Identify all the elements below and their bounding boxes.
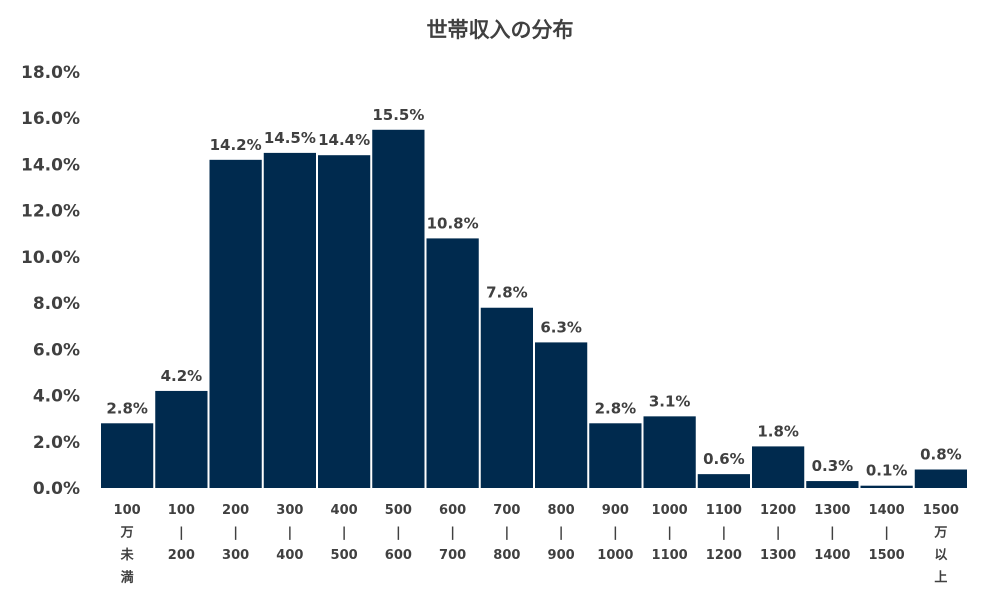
x-tick-label: 900 — [602, 503, 629, 518]
bar — [372, 129, 425, 488]
data-label: 14.4% — [318, 131, 370, 149]
data-label: 15.5% — [372, 106, 424, 124]
bar — [914, 469, 967, 488]
data-label: 3.1% — [649, 392, 691, 410]
x-tick-label: 100 — [114, 503, 141, 518]
x-tick-label: 400 — [331, 503, 358, 518]
bar — [697, 474, 750, 488]
bar — [155, 390, 208, 488]
x-tick-label: 以 — [934, 548, 947, 563]
data-label: 4.2% — [161, 367, 203, 385]
x-tick-label: | — [613, 526, 618, 541]
bar — [480, 307, 533, 488]
data-label: 0.8% — [920, 446, 962, 464]
x-tick-label: 300 — [276, 503, 303, 518]
data-label: 6.3% — [540, 318, 582, 336]
y-tick-label: 14.0% — [21, 155, 80, 175]
x-tick-label: 700 — [439, 548, 466, 563]
data-label: 7.8% — [486, 284, 528, 302]
y-tick-label: 0.0% — [33, 479, 80, 499]
data-label: 2.8% — [106, 399, 148, 417]
x-tick-label: 800 — [493, 548, 520, 563]
x-tick-label: 800 — [548, 503, 575, 518]
bar — [860, 485, 913, 488]
x-tick-label: 1000 — [652, 503, 688, 518]
data-label: 1.8% — [757, 422, 799, 440]
bar — [101, 423, 154, 488]
x-tick-label: 600 — [439, 503, 466, 518]
y-tick-label: 6.0% — [33, 340, 80, 360]
bar — [426, 238, 479, 488]
x-tick-label: 満 — [121, 570, 134, 586]
bar — [589, 423, 642, 488]
y-tick-label: 12.0% — [21, 202, 80, 222]
x-tick-label: | — [396, 526, 401, 541]
x-tick-label: 1100 — [652, 548, 688, 563]
data-label: 14.5% — [264, 129, 316, 147]
x-tick-label: | — [559, 526, 564, 541]
x-tick-label: 1500 — [869, 548, 905, 563]
bar — [752, 446, 805, 488]
x-tick-label: 1200 — [760, 503, 796, 518]
x-tick-label: 200 — [168, 548, 195, 563]
x-tick-label: 1000 — [597, 548, 633, 563]
x-tick-label: 400 — [276, 548, 303, 563]
x-tick-label: 1200 — [706, 548, 742, 563]
data-label: 14.2% — [210, 136, 262, 154]
bar — [535, 342, 588, 488]
x-tick-label: 500 — [331, 548, 358, 563]
x-tick-label: 700 — [493, 503, 520, 518]
data-label: 10.8% — [427, 214, 479, 232]
bar — [263, 152, 316, 488]
x-tick-label: | — [830, 526, 835, 541]
data-label: 0.6% — [703, 450, 745, 468]
x-tick-label: | — [722, 526, 727, 541]
x-tick-label: | — [667, 526, 672, 541]
data-label: 0.3% — [812, 457, 854, 475]
x-tick-label: 200 — [222, 503, 249, 518]
x-tick-label: 1300 — [814, 503, 850, 518]
bar — [209, 159, 262, 489]
x-tick-label: 900 — [548, 548, 575, 563]
x-tick-label: 1400 — [869, 503, 905, 518]
y-tick-label: 10.0% — [21, 248, 80, 268]
y-tick-label: 2.0% — [33, 433, 80, 453]
x-tick-label: | — [884, 526, 889, 541]
x-tick-label: 万 — [120, 526, 134, 541]
chart-title: 世帯収入の分布 — [426, 18, 574, 42]
x-tick-label: | — [233, 526, 238, 541]
x-tick-label: | — [505, 526, 510, 541]
x-tick-label: | — [288, 526, 293, 541]
x-tick-label: 500 — [385, 503, 412, 518]
x-tick-label: 1400 — [814, 548, 850, 563]
x-tick-label: 600 — [385, 548, 412, 563]
y-tick-label: 4.0% — [33, 387, 80, 407]
x-tick-label: 未 — [120, 547, 135, 563]
x-tick-label: 1500 — [923, 503, 959, 518]
x-tick-label: | — [450, 526, 455, 541]
data-label: 2.8% — [595, 399, 637, 417]
x-tick-label: 万 — [933, 526, 947, 541]
x-tick-label: 上 — [934, 571, 947, 586]
data-label: 0.1% — [866, 462, 908, 480]
bar — [643, 416, 696, 488]
bar — [318, 155, 371, 488]
x-tick-label: 300 — [222, 548, 249, 563]
x-tick-label: 1300 — [760, 548, 796, 563]
y-tick-label: 16.0% — [21, 109, 80, 129]
x-tick-label: | — [776, 526, 781, 541]
y-tick-label: 8.0% — [33, 294, 80, 314]
x-tick-label: 1100 — [706, 503, 742, 518]
x-tick-label: | — [342, 526, 347, 541]
y-tick-label: 18.0% — [21, 63, 80, 83]
x-tick-label: | — [179, 526, 184, 541]
x-tick-label: 100 — [168, 503, 195, 518]
bar — [806, 481, 859, 488]
